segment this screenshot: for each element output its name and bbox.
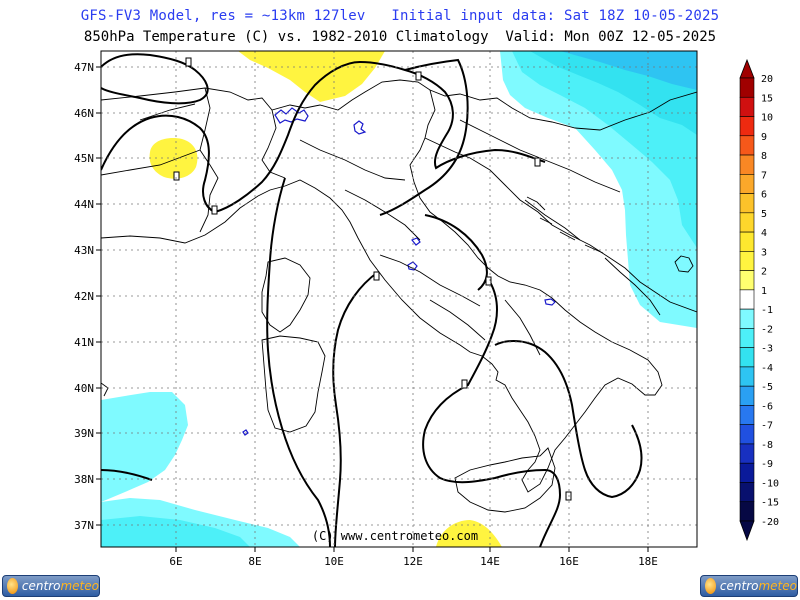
colorbar-cell (739, 116, 755, 137)
logo-right-word2: meteo (758, 579, 797, 593)
colorbar-label: 5 (761, 209, 767, 220)
colorbar-cell (739, 135, 755, 156)
colorbar-label: 9 (761, 132, 767, 143)
colorbar-cell (739, 405, 755, 425)
map-plot-area: (C) www.centrometeo.com (101, 51, 697, 547)
colorbar-label: 7 (761, 170, 767, 181)
colorbar-cell (739, 366, 755, 387)
lon-label-14e: 14E (480, 555, 500, 568)
colorbar-label: -1 (761, 305, 773, 316)
colorbar-label: 4 (761, 228, 767, 239)
terrain-patches (242, 107, 556, 436)
colorbar-label: -4 (761, 363, 773, 374)
colorbar-cell (739, 289, 755, 310)
lon-label-6e: 6E (169, 555, 182, 568)
lat-label-44n: 44N (74, 198, 94, 211)
colorbar-label: -20 (761, 517, 779, 528)
colorbar-label: -3 (761, 344, 773, 355)
colorbar-label: 3 (761, 247, 767, 258)
latitude-labels: 47N 46N 45N 44N 43N 42N 41N 40N 39N 38N … (74, 61, 94, 532)
colorbar-cell (739, 154, 755, 175)
colorbar-cell (739, 270, 755, 291)
longitude-labels: 6E 8E 10E 12E 14E 16E 18E (169, 555, 658, 568)
colorbar-label: 2 (761, 267, 767, 278)
axis-ticks (96, 66, 649, 552)
colorbar-label: 8 (761, 151, 767, 162)
country-borders (101, 79, 697, 356)
colorbar-cell (739, 96, 755, 117)
map-title-line1: GFS-FV3 Model, res = ~13km 127lev Initia… (80, 8, 720, 24)
centrometeo-logo-left[interactable]: centrometeo (2, 575, 100, 597)
lon-label-16e: 16E (559, 555, 579, 568)
colorbar-label: -5 (761, 382, 773, 393)
cold-shading-southwest (101, 392, 188, 502)
colorbar-label: -8 (761, 440, 773, 451)
logo-right-word1: centro (719, 579, 759, 593)
cold-core-northeast (560, 51, 697, 90)
lat-label-37n: 37N (74, 519, 94, 532)
colorbar-bottom-arrow (739, 520, 755, 542)
colorbar-cell (739, 174, 755, 194)
colorbar-cell (739, 424, 755, 445)
copyright-watermark: (C) www.centrometeo.com (312, 529, 478, 543)
lon-label-8e: 8E (248, 555, 261, 568)
colorbar-cell (739, 443, 755, 464)
contour-label-markers (173, 57, 572, 501)
colorbar-top-arrow (739, 58, 755, 79)
colorbar-label: 20 (761, 74, 773, 85)
centrometeo-logo-right[interactable]: centrometeo (700, 575, 798, 597)
lon-label-12e: 12E (403, 555, 423, 568)
lat-label-47n: 47N (74, 61, 94, 74)
colorbar-label: -2 (761, 324, 773, 335)
colorbar-cell (739, 231, 755, 252)
temperature-colorbar: 20 15 10 9 8 7 6 5 4 3 2 1 -1 -2 -3 -4 -5 -6 -7 -8 -9 -10 -15 -… (739, 58, 779, 542)
colorbar-label: 15 (761, 93, 773, 104)
lat-label-45n: 45N (74, 152, 94, 165)
zero-contours (101, 53, 643, 547)
colorbar-cell (739, 212, 755, 233)
colorbar-label: -15 (761, 498, 779, 509)
colorbar-label: -6 (761, 401, 773, 412)
colorbar-cell (739, 308, 755, 329)
lat-label-41n: 41N (74, 336, 94, 349)
colorbar-label: -9 (761, 459, 773, 470)
lat-label-42n: 42N (74, 290, 94, 303)
warm-shading-south (436, 520, 502, 547)
colorbar-cell (739, 251, 755, 271)
colorbar-cell (739, 193, 755, 214)
map-title-line2: 850hPa Temperature (C) vs. 1982-2010 Cli… (83, 29, 717, 45)
graticule (101, 51, 697, 547)
sun-icon (7, 578, 18, 594)
lat-label-38n: 38N (74, 473, 94, 486)
colorbar-cell (739, 482, 755, 503)
colorbar-cell (739, 501, 755, 522)
lat-label-43n: 43N (74, 244, 94, 257)
lat-label-46n: 46N (74, 107, 94, 120)
colorbar-cell (739, 385, 755, 406)
lat-label-40n: 40N (74, 382, 94, 395)
logo-left-word1: centro (21, 579, 61, 593)
colorbar-cell (739, 328, 755, 348)
colorbar-label: 6 (761, 190, 767, 201)
logo-left-word2: meteo (60, 579, 99, 593)
colorbar-cell (739, 347, 755, 368)
lat-label-39n: 39N (74, 427, 94, 440)
colorbar-cell (739, 77, 755, 98)
colorbar-label: 1 (761, 286, 767, 297)
colorbar-label: 10 (761, 113, 773, 124)
colder-shading-south (101, 516, 250, 547)
map-frame (100, 50, 698, 548)
colorbar-cell (739, 462, 755, 483)
sun-icon (705, 578, 716, 594)
lon-label-10e: 10E (324, 555, 344, 568)
lon-label-18e: 18E (638, 555, 658, 568)
colorbar-label: -10 (761, 478, 779, 489)
colorbar-label: -7 (761, 421, 773, 432)
